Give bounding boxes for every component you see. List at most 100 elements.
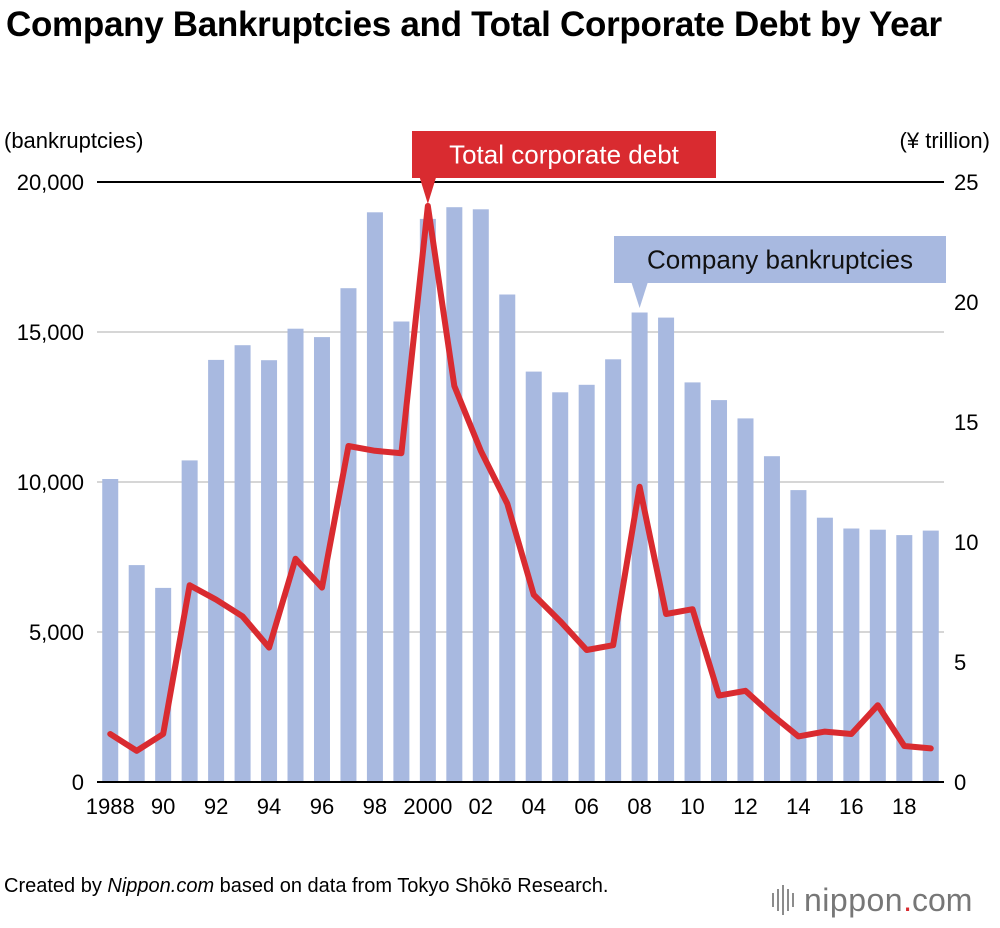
line-point (639, 486, 641, 488)
line-point (824, 731, 826, 733)
line-point (559, 620, 561, 622)
logo-wordmark: nippon (804, 881, 904, 918)
x-tick-label: 08 (627, 794, 651, 819)
bar (869, 529, 886, 782)
x-tick-label: 16 (839, 794, 863, 819)
right-tick-label: 15 (954, 410, 978, 435)
logo-dot: . (903, 881, 912, 918)
left-tick-label: 0 (72, 770, 84, 795)
right-tick-label: 0 (954, 770, 966, 795)
line-point (797, 735, 799, 737)
left-tick-label: 10,000 (17, 470, 84, 495)
line-point (744, 690, 746, 692)
line-point (453, 385, 455, 387)
annotation-callout: Total corporate debt (412, 131, 716, 204)
debt-line (107, 203, 934, 754)
bar (525, 371, 542, 782)
x-tick-label: 96 (310, 794, 334, 819)
x-tick-label: 90 (151, 794, 175, 819)
x-tick-label: 98 (363, 794, 387, 819)
bar (737, 418, 754, 782)
bars-company-bankruptcies (102, 207, 939, 783)
line-point (162, 733, 164, 735)
annotation-callout: Company bankruptcies (614, 236, 946, 308)
bar (472, 209, 489, 783)
line-point (321, 587, 323, 589)
bar (234, 345, 251, 782)
line-point (850, 733, 852, 735)
x-tick-label: 1988 (86, 794, 135, 819)
chart: 0 5,000 10,000 15,000 20,000 0 5 10 15 20 25 1988 90… (4, 128, 990, 819)
annotation-label: Company bankruptcies (647, 245, 913, 275)
line-point (903, 745, 905, 747)
left-axis-label: (bankruptcies) (4, 128, 143, 153)
left-tick-label: 20,000 (17, 170, 84, 195)
x-tick-label: 02 (469, 794, 493, 819)
bar (790, 490, 807, 782)
bar (446, 207, 463, 782)
bar (313, 337, 330, 782)
bar (578, 384, 595, 782)
source-suffix: based on data from Tokyo Shōkō Research. (214, 875, 609, 897)
bar (605, 359, 622, 782)
annotation-label: Total corporate debt (449, 140, 680, 170)
bar (763, 456, 780, 782)
line-point (268, 647, 270, 649)
bar (261, 360, 278, 782)
line-point (480, 450, 482, 452)
source-note: Created by Nippon.com based on data from… (4, 872, 704, 900)
right-tick-label: 20 (954, 290, 978, 315)
line-point (586, 649, 588, 651)
line-point (400, 452, 402, 454)
right-tick-label: 10 (954, 530, 978, 555)
x-tick-label: 14 (786, 794, 810, 819)
line-point (109, 733, 111, 735)
right-tick-label: 25 (954, 170, 978, 195)
line-point (665, 613, 667, 615)
bar (208, 359, 225, 782)
left-tick-label: 15,000 (17, 320, 84, 345)
line-point (877, 704, 879, 706)
bar (128, 565, 145, 782)
line-point (612, 644, 614, 646)
line-point (215, 599, 217, 601)
line-point (533, 594, 535, 596)
right-tick-label: 5 (954, 650, 966, 675)
axes: 0 5,000 10,000 15,000 20,000 0 5 10 15 20 25 1988 90… (17, 170, 979, 819)
bar (922, 530, 939, 782)
bar (631, 312, 648, 782)
line-point (242, 615, 244, 617)
x-tick-label: 12 (733, 794, 757, 819)
annotations: Total corporate debt Company bankruptcies (412, 131, 946, 308)
logo-bars-icon (772, 885, 794, 915)
logo-tld: com (911, 881, 973, 918)
line-point (295, 558, 297, 560)
line-point (718, 695, 720, 697)
source-site: Nippon.com (107, 875, 215, 897)
x-tick-label: 18 (892, 794, 916, 819)
right-axis-label: (¥ trillion) (900, 128, 990, 153)
line-point (374, 450, 376, 452)
x-tick-label: 94 (257, 794, 281, 819)
bar (181, 460, 198, 782)
bar (843, 528, 860, 782)
line-point (771, 714, 773, 716)
bar (711, 400, 728, 782)
x-tick-label: 06 (574, 794, 598, 819)
x-tick-label: 92 (204, 794, 228, 819)
line-point (692, 608, 694, 610)
line-total-corporate-debt (107, 203, 934, 754)
bar (155, 587, 172, 782)
bar (684, 382, 701, 782)
line-point (506, 503, 508, 505)
chart-title: Company Bankruptcies and Total Corporate… (6, 5, 942, 44)
bar (366, 212, 383, 783)
left-tick-label: 5,000 (29, 620, 84, 645)
line-point (427, 205, 429, 207)
x-tick-label: 10 (680, 794, 704, 819)
bar (287, 328, 304, 782)
nippon-logo: nippon. com (772, 880, 972, 920)
x-tick-label: 2000 (403, 794, 452, 819)
line-point (347, 445, 349, 447)
bar (499, 294, 516, 782)
